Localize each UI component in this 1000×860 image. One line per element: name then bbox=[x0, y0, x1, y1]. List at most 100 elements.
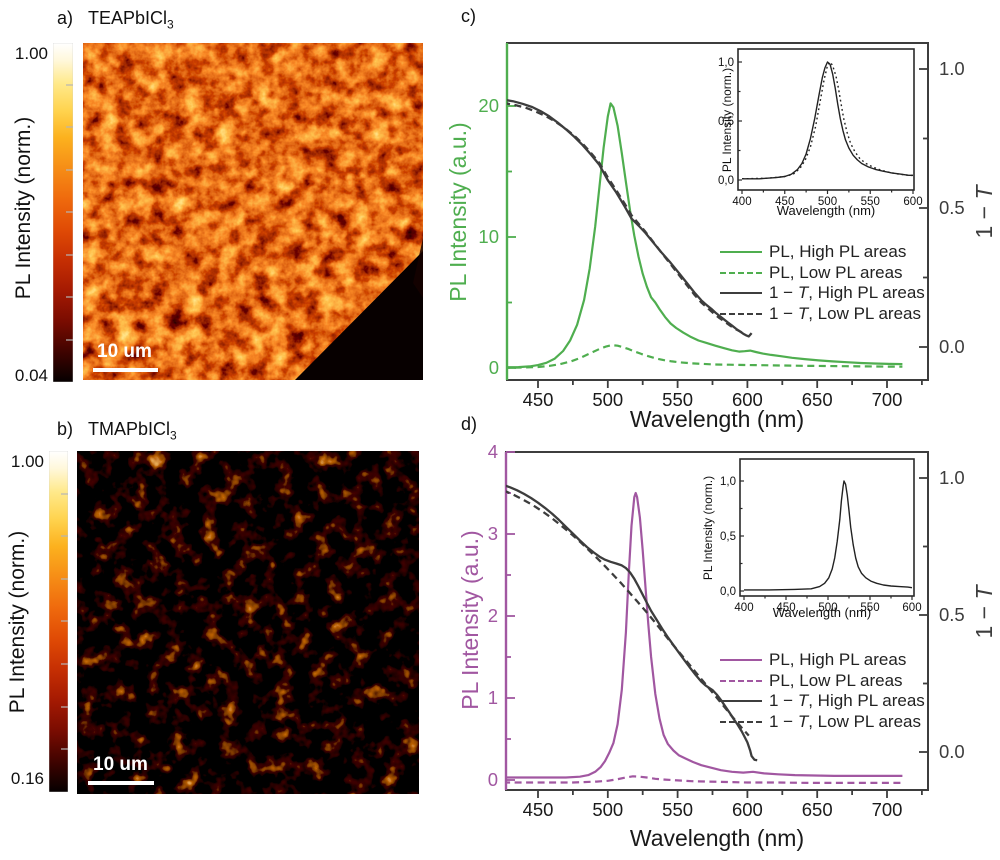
panel-b-scalebar-label: 10 um bbox=[93, 754, 148, 775]
x-tick-label: 600 bbox=[732, 389, 763, 410]
panel-a-image: 10 um bbox=[83, 43, 423, 380]
right-axis-ticks bbox=[919, 477, 928, 753]
right-axis-title-T: T bbox=[971, 185, 997, 200]
inset-c-y-axis-title: PL Intensity (norm.) bbox=[720, 67, 734, 173]
legend-swatch-dark-solid bbox=[720, 292, 762, 295]
panel-b-image: 10 um bbox=[77, 451, 419, 794]
chart-c-left-axis-title: PL Intensity (a.u.) bbox=[445, 122, 471, 302]
left-tick-label: 3 bbox=[488, 523, 498, 544]
left-tick-label: 2 bbox=[488, 605, 498, 626]
legend-item: PL, High PL areas bbox=[720, 242, 925, 263]
left-tick-label: 20 bbox=[478, 95, 499, 116]
inset-y-tick-label: 0,5 bbox=[720, 531, 736, 543]
panel-b-letter: b) bbox=[57, 419, 74, 439]
x-tick-label: 500 bbox=[592, 799, 623, 820]
inset-y-tick-label: 1,0 bbox=[718, 57, 734, 69]
inset-frame bbox=[737, 48, 915, 191]
inset-c: 400 450 500 550 600 0,0 0,5 1,0 bbox=[718, 48, 923, 208]
series-1-t-low-pl-areas bbox=[507, 102, 743, 334]
panel-b-colorbar-axis-label: PL Intensity (norm.) bbox=[6, 530, 29, 714]
colorbar-ticks bbox=[66, 84, 73, 341]
panel-b-title-sub: 3 bbox=[170, 428, 177, 443]
panel-b-colorbar bbox=[49, 451, 68, 792]
right-axis-title-pre: 1 − bbox=[971, 199, 997, 239]
legend-swatch-dark-dashed bbox=[720, 312, 762, 315]
panel-b-scalebar bbox=[88, 781, 154, 785]
chart-c-right-axis-title: 1 − T bbox=[969, 152, 999, 272]
series-pl-high-pl-areas bbox=[507, 102, 903, 369]
microscopy-texture-b bbox=[77, 451, 419, 794]
chart-c: 450 500 550 600 650 700 0 10 20 0.0 0.5 1.0 400 450 50… bbox=[478, 42, 965, 410]
series-pl-low-pl-areas bbox=[507, 344, 903, 369]
panel-a-letter: a) bbox=[57, 8, 74, 28]
panel-a-title: TEAPbICl3 bbox=[88, 8, 174, 32]
inset-y-tick-label: 1,0 bbox=[720, 476, 736, 488]
colorbar-ticks bbox=[61, 493, 68, 750]
legend-item: PL, Low PL areas bbox=[720, 671, 925, 692]
inset-ticks bbox=[740, 480, 913, 600]
panel-a-scalebar-label: 10 um bbox=[97, 341, 152, 362]
inset-series-solid bbox=[742, 61, 913, 180]
panel-a-scalebar bbox=[93, 368, 158, 372]
x-tick-label: 700 bbox=[872, 389, 903, 410]
inset-series-dotted bbox=[741, 61, 914, 180]
legend-c: PL, High PL areas PL, Low PL areas 1 − T… bbox=[720, 242, 925, 324]
right-axis-ticks bbox=[919, 68, 928, 348]
right-tick-label: 1.0 bbox=[939, 58, 965, 79]
inset-c-x-axis-title: Wavelength (nm) bbox=[776, 203, 876, 218]
x-axis-ticks bbox=[537, 381, 923, 388]
inset-d-y-axis-title: PL Intensity (norm.) bbox=[701, 475, 715, 581]
right-tick-label: 0.0 bbox=[939, 336, 965, 357]
right-tick-label: 0.5 bbox=[939, 197, 965, 218]
legend-swatch-purple-dashed bbox=[720, 679, 762, 682]
x-tick-label: 450 bbox=[523, 799, 554, 820]
right-tick-label: 1.0 bbox=[939, 467, 965, 488]
inset-y-tick-label: 0,0 bbox=[720, 586, 736, 598]
x-tick-label: 550 bbox=[662, 389, 693, 410]
inset-y-tick-label: 0,5 bbox=[718, 116, 734, 128]
chart-d-x-axis-title: Wavelength (nm) bbox=[629, 825, 805, 851]
series-1-t-high-pl-areas bbox=[507, 99, 753, 338]
inset-x-tick-label: 600 bbox=[903, 196, 922, 208]
series-pl-low-pl-areas bbox=[506, 775, 903, 784]
left-axis-ticks bbox=[506, 451, 515, 781]
x-tick-label: 650 bbox=[802, 799, 833, 820]
x-tick-label: 650 bbox=[802, 389, 833, 410]
dark-triangle-region bbox=[295, 251, 423, 380]
left-tick-label: 1 bbox=[488, 687, 498, 708]
chart-d-left-axis-title: PL Intensity (a.u.) bbox=[457, 530, 483, 710]
panel-d-letter: d) bbox=[461, 414, 478, 434]
inset-x-tick-label: 550 bbox=[860, 602, 879, 614]
legend-item: 1 − T, High PL areas bbox=[720, 691, 925, 712]
x-axis-ticks bbox=[537, 791, 923, 798]
dark-edge-notch bbox=[413, 238, 423, 298]
right-tick-label: 0.0 bbox=[939, 741, 965, 762]
x-tick-label: 550 bbox=[662, 799, 693, 820]
series-1-t-low-pl-areas bbox=[506, 490, 750, 737]
inset-x-tick-label: 600 bbox=[902, 602, 921, 614]
x-tick-label: 600 bbox=[732, 799, 763, 820]
panel-b-colorbar-min: 0.16 bbox=[10, 769, 44, 788]
inset-x-tick-label: 550 bbox=[861, 196, 880, 208]
chart-d-right-axis-title: 1 − T bbox=[971, 585, 997, 639]
right-tick-label: 0.5 bbox=[939, 604, 965, 625]
x-tick-label: 500 bbox=[592, 389, 623, 410]
inset-y-tick-label: 0,0 bbox=[718, 175, 734, 187]
panel-b-colorbar-max: 1.00 bbox=[10, 452, 44, 471]
legend-swatch-green-solid bbox=[720, 251, 762, 254]
panel-a-colorbar bbox=[53, 43, 73, 382]
legend-item: 1 − T, Low PL areas bbox=[720, 712, 925, 733]
legend-swatch-green-dashed bbox=[720, 271, 762, 274]
inset-x-tick-label: 500 bbox=[818, 196, 837, 208]
x-tick-label: 450 bbox=[523, 389, 554, 410]
inset-d-x-axis-title: Wavelength (nm) bbox=[772, 605, 872, 620]
panel-a-title-text: TEAPbICl bbox=[88, 8, 168, 28]
legend-item: 1 − T, High PL areas bbox=[720, 283, 925, 304]
left-axis-ticks bbox=[507, 105, 516, 369]
legend-swatch-dark-solid bbox=[720, 700, 762, 703]
panel-a-title-sub: 3 bbox=[167, 17, 174, 32]
panel-b-title: TMAPbICl3 bbox=[88, 419, 177, 443]
panel-c-letter: c) bbox=[461, 6, 476, 26]
